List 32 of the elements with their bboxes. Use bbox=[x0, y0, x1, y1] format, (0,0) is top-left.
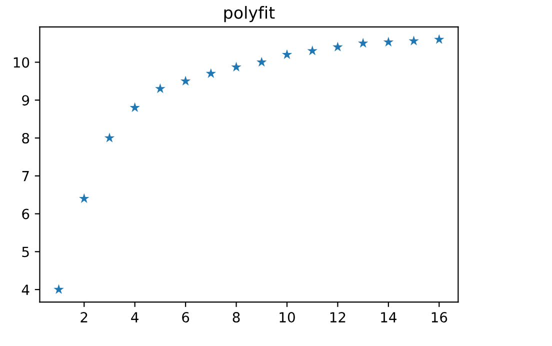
point bbox=[54, 284, 64, 294]
point bbox=[282, 49, 292, 59]
x-tick-label: 8 bbox=[232, 312, 240, 323]
point bbox=[206, 68, 216, 78]
chart-title: polyfit bbox=[224, 6, 275, 22]
point bbox=[79, 193, 90, 203]
y-tick-label: 7 bbox=[22, 171, 29, 182]
point bbox=[130, 102, 140, 112]
point bbox=[231, 62, 242, 72]
point bbox=[383, 36, 394, 46]
point bbox=[408, 36, 419, 46]
x-tick-label: 12 bbox=[330, 312, 346, 322]
y-tick-label: 8 bbox=[22, 132, 30, 144]
y-tick-label: 5 bbox=[22, 246, 29, 258]
y-tick-label: 10 bbox=[14, 57, 30, 68]
point bbox=[180, 76, 191, 86]
y-tick-label: 4 bbox=[22, 284, 30, 295]
point bbox=[155, 83, 166, 94]
y-tick-label: 6 bbox=[22, 208, 30, 220]
y-tick-label: 9 bbox=[22, 95, 30, 106]
point bbox=[434, 34, 444, 44]
x-tick-label: 6 bbox=[182, 312, 190, 323]
point bbox=[358, 38, 368, 48]
point bbox=[104, 132, 115, 142]
point bbox=[256, 56, 267, 67]
x-tick-label: 4 bbox=[131, 312, 138, 322]
point bbox=[332, 42, 343, 52]
x-tick-label: 2 bbox=[80, 312, 88, 322]
x-tick-label: 16 bbox=[432, 312, 448, 323]
x-tick-label: 10 bbox=[280, 312, 295, 323]
point bbox=[307, 45, 318, 56]
x-tick-label: 14 bbox=[381, 312, 396, 322]
